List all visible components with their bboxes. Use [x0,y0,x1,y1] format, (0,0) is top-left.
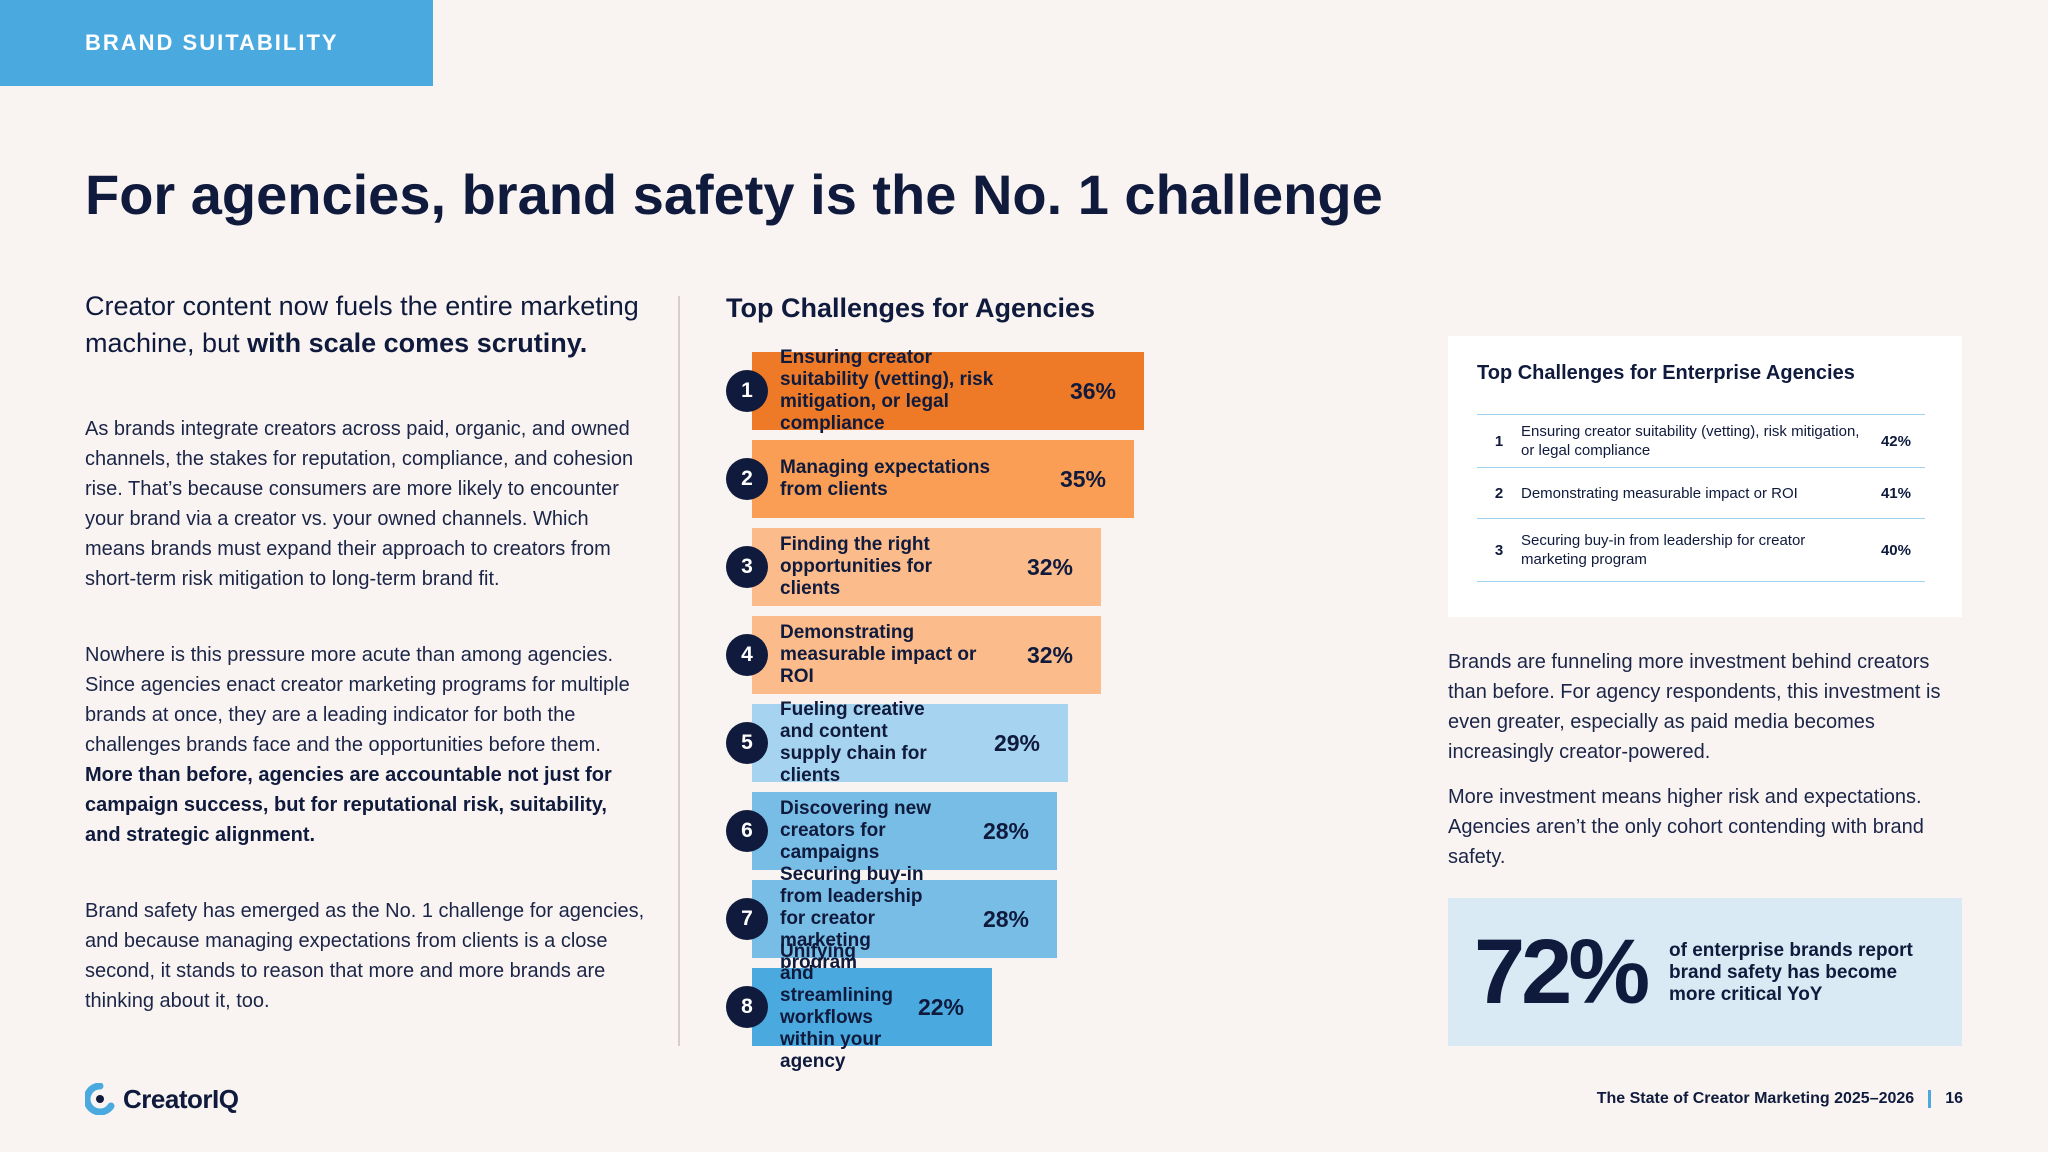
body-paragraph-2-bold: More than before, agencies are accountab… [85,764,612,846]
section-tag: BRAND SUITABILITY [0,0,433,86]
bar-value-label: 22% [917,993,964,1020]
enterprise-value: 40% [1880,541,1911,559]
rank-badge: 4 [726,634,768,676]
body-paragraph-2: Nowhere is this pressure more acute than… [85,640,645,850]
page-title: For agencies, brand safety is the No. 1 … [85,163,1383,226]
chart-bar: Managing expectations from clients 35% [752,440,1134,518]
bar-value-label: 28% [982,817,1029,844]
rank-badge: 8 [726,986,768,1028]
rank-badge: 5 [726,722,768,764]
enterprise-card-title: Top Challenges for Enterprise Agencies [1477,362,1855,384]
body-paragraph-1: As brands integrate creators across paid… [85,418,634,590]
enterprise-rank: 1 [1494,432,1504,450]
page-number: 16 [1945,1090,1963,1107]
chart-bar: Demonstrating measurable impact or ROI 32… [752,616,1101,694]
stat-description: of enterprise brands report brand safety… [1669,940,1913,1005]
bar-value-label: 36% [1069,377,1116,404]
right-paragraph-1: Brands are funneling more investment beh… [1448,651,1941,763]
chart-bar: Finding the right opportunities for clie… [752,528,1101,606]
logo-icon [85,1083,115,1115]
enterprise-label: Demonstrating measurable impact or ROI [1521,484,1798,502]
enterprise-row: 2 Demonstrating measurable impact or ROI… [1477,468,1925,519]
bar-label: Unifying and streamlining workflows with… [780,941,893,1072]
intro-text: Creator content now fuels the entire mar… [85,288,645,362]
rank-badge: 7 [726,898,768,940]
chart-bar: Unifying and streamlining workflows with… [752,941,992,1072]
stat-callout: 72% of enterprise brands report brand sa… [1448,898,1962,1046]
enterprise-rank: 2 [1494,484,1504,502]
enterprise-row: 3 Securing buy-in from leadership for cr… [1477,519,1925,582]
bar-label: Demonstrating measurable impact or ROI [780,622,977,687]
enterprise-card: Top Challenges for Enterprise Agencies 1… [1448,336,1962,617]
enterprise-value: 42% [1880,432,1911,450]
chart-title: Top Challenges for Agencies [726,293,1096,323]
rank-badge: 2 [726,458,768,500]
rank-badge: 6 [726,810,768,852]
bar-value-label: 29% [993,729,1040,756]
bar-label: Discovering new creators for campaigns [780,798,931,863]
bar-label: Finding the right opportunities for clie… [780,534,932,599]
bar-label: Ensuring creator suitability (vetting), … [780,347,994,434]
enterprise-table: 1 Ensuring creator suitability (vetting)… [1477,414,1925,582]
bar-value-label: 32% [1026,641,1073,668]
intro-plain: Creator content now fuels the entire mar… [85,291,639,358]
bar-value-label: 35% [1059,465,1106,492]
report-title: The State of Creator Marketing 2025–2026 [1596,1090,1915,1107]
bar-value-label: 28% [982,905,1029,932]
right-paragraph-2: More investment means higher risk and ex… [1448,786,1924,868]
chart-bar: Discovering new creators for campaigns 28… [752,792,1057,870]
footer-separator [1928,1090,1932,1108]
enterprise-row: 1 Ensuring creator suitability (vetting)… [1477,415,1925,468]
stat-value: 72% [1474,921,1650,1023]
bar-label: Fueling creative and content supply chai… [780,699,927,786]
bar-value-label: 32% [1026,553,1073,580]
enterprise-rank: 3 [1494,541,1504,559]
creatoriq-logo: CreatorIQ [85,1083,239,1115]
enterprise-value: 41% [1880,484,1911,502]
rank-badge: 3 [726,546,768,588]
body-paragraph-2-plain: Nowhere is this pressure more acute than… [85,644,630,756]
column-divider [678,296,680,1046]
bar-label: Managing expectations from clients [780,457,991,500]
enterprise-label: Ensuring creator suitability (vetting), … [1521,423,1860,459]
chart-bar: Fueling creative and content supply chai… [752,699,1068,786]
body-paragraph-3: Brand safety has emerged as the No. 1 ch… [85,900,645,1012]
footer: The State of Creator Marketing 2025–2026… [1597,1090,1963,1108]
rank-badge: 1 [726,370,768,412]
chart-bar: Ensuring creator suitability (vetting), … [752,347,1144,434]
intro-bold: with scale comes scrutiny. [247,328,588,358]
logo-text: CreatorIQ [123,1083,239,1114]
section-tag-label: BRAND SUITABILITY [85,30,339,55]
enterprise-label: Securing buy-in from leadership for crea… [1521,532,1806,568]
